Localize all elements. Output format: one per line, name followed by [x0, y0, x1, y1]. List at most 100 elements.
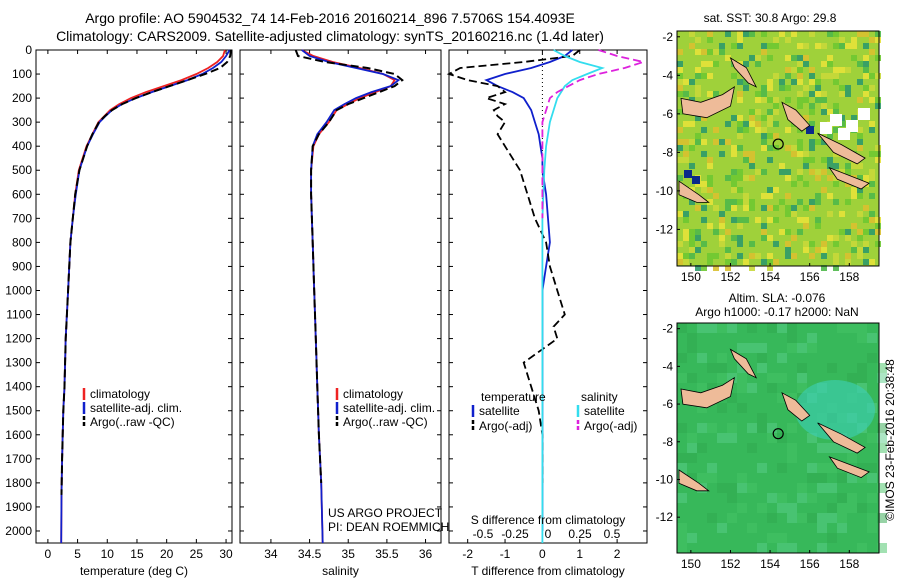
map-pixel [749, 175, 755, 181]
map-pixel [695, 67, 701, 73]
map-pixel [707, 363, 717, 373]
map-y-tick-label: -2 [662, 30, 673, 44]
map-pixel [863, 85, 869, 91]
map-pixel [689, 229, 695, 235]
map-pixel [833, 259, 839, 265]
map-pixel [807, 433, 817, 443]
map-pixel [677, 157, 683, 163]
map-pixel [877, 513, 887, 523]
map-pixel [687, 333, 697, 343]
x-axis-label: T difference from climatology [471, 564, 625, 578]
map-pixel [857, 503, 867, 513]
map-pixel [761, 223, 767, 229]
map-pixel [785, 241, 791, 247]
map-pixel [737, 31, 743, 37]
map-pixel [839, 67, 845, 73]
y-tick-label: 1700 [5, 452, 32, 466]
map-pixel [847, 453, 857, 463]
map-pixel [857, 253, 863, 259]
map-y-tick-label: -10 [656, 184, 674, 198]
map-pixel [761, 133, 767, 139]
legend-label-3: Argo(..raw -QC) [343, 415, 428, 429]
map-pixel [761, 31, 767, 37]
map-pixel [767, 493, 777, 503]
map-pixel [857, 333, 867, 343]
map-pixel [827, 133, 833, 139]
map-pixel [757, 543, 767, 553]
map-pixel [837, 493, 847, 503]
x-tick-label: 10 [101, 547, 115, 561]
map-pixel [851, 163, 857, 169]
map-pixel [717, 403, 727, 413]
map-pixel [695, 247, 701, 253]
map-pixel [815, 43, 821, 49]
map-pixel [797, 343, 807, 353]
map-pixel [707, 383, 717, 393]
map-pixel [683, 229, 689, 235]
map-pixel [857, 247, 863, 253]
map-pixel [727, 393, 737, 403]
map-frame-1 [676, 30, 880, 267]
map-pixel [731, 169, 737, 175]
x-tick-label: 30 [219, 547, 233, 561]
map-pixel [863, 229, 869, 235]
legend-label: satellite [479, 404, 520, 418]
map-pixel [687, 373, 697, 383]
map-pixel [851, 187, 857, 193]
map-pixel [743, 121, 749, 127]
map-pixel [689, 79, 695, 85]
map-pixel [877, 423, 887, 433]
plot-frame-1 [35, 49, 233, 544]
map-pixel [863, 91, 869, 97]
map-pixel [867, 523, 877, 533]
map-pixel [847, 503, 857, 513]
map-pixel [737, 43, 743, 49]
map-pixel [731, 199, 737, 205]
map-pixel [803, 157, 809, 163]
map-y-tick-label: -8 [662, 145, 673, 159]
map-pixel [785, 175, 791, 181]
x-tick-label: 15 [130, 547, 144, 561]
map-pixel [797, 43, 803, 49]
map-pixel [797, 175, 803, 181]
map-pixel [875, 103, 881, 109]
x-axis-label: temperature (deg C) [80, 564, 188, 578]
map-pixel [727, 373, 737, 383]
y-tick-label: 700 [12, 211, 32, 225]
legend-label-2: satellite-adj. clim. [343, 401, 435, 415]
map-pixel [827, 363, 837, 373]
map-pixel [797, 91, 803, 97]
map-pixel [737, 199, 743, 205]
map-pixel [857, 211, 863, 217]
map-pixel [839, 85, 845, 91]
map-pixel [785, 247, 791, 253]
map-pixel [687, 453, 697, 463]
map-pixel [767, 193, 773, 199]
map-pixel [809, 169, 815, 175]
map-pixel [803, 61, 809, 67]
map-pixel [797, 103, 803, 109]
map-pixel [717, 483, 727, 493]
map-pixel [713, 139, 719, 145]
land-mass [680, 86, 735, 119]
map-pixel [755, 109, 761, 115]
map-pixel [773, 121, 779, 127]
map-pixel [845, 91, 851, 97]
map-pixel [869, 217, 875, 223]
map-pixel [773, 259, 779, 265]
map-pixel [689, 139, 695, 145]
map-pixel [677, 109, 683, 115]
map-pixel [809, 67, 815, 73]
map-pixel [857, 139, 863, 145]
map-pixel [777, 373, 787, 383]
map-pixel [777, 393, 787, 403]
map-pixel [863, 217, 869, 223]
map-pixel [757, 413, 767, 423]
map-pixel [833, 79, 839, 85]
y-tick-label: 2000 [5, 524, 32, 538]
map-pixel [713, 205, 719, 211]
map-pixel [677, 127, 683, 133]
map-pixel [743, 175, 749, 181]
map-pixel [821, 247, 827, 253]
map-pixel [743, 151, 749, 157]
